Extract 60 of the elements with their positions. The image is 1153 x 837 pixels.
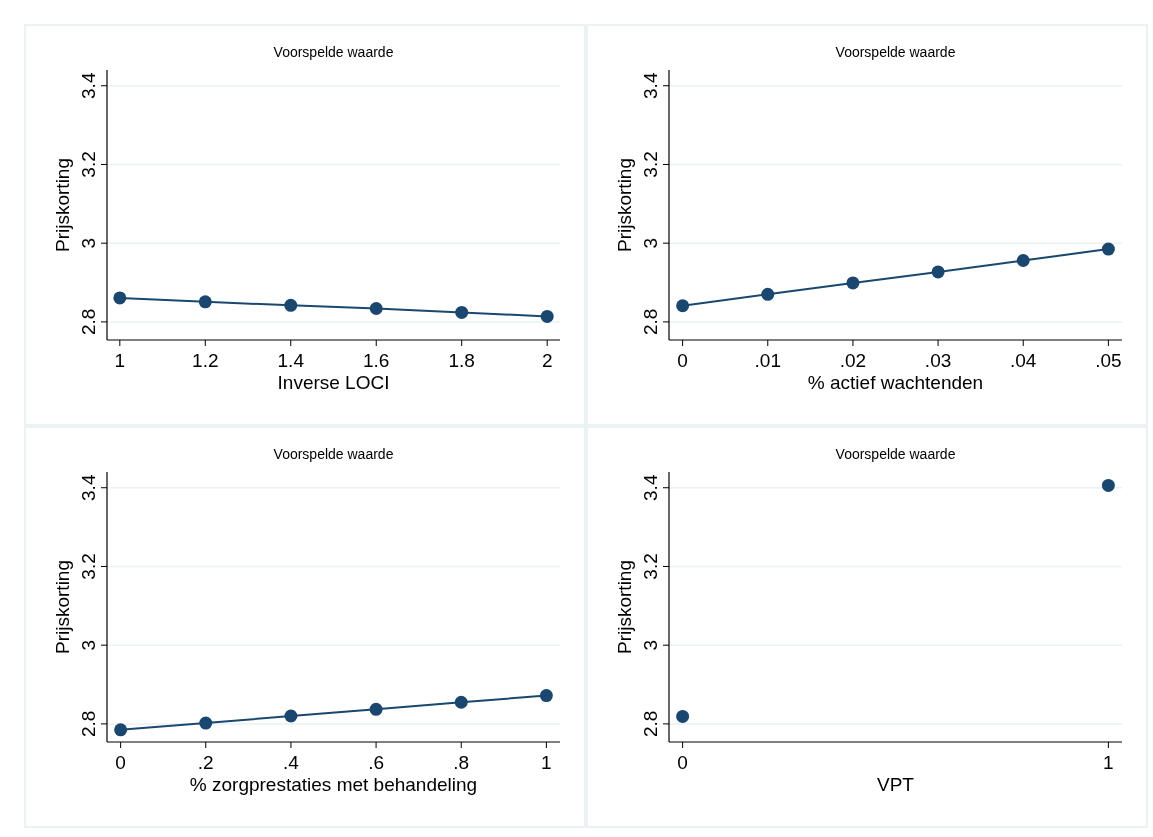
- y-tick-label: 3: [640, 237, 661, 249]
- y-tick-label: 2.8: [78, 710, 99, 738]
- x-tick-label: 0: [677, 350, 688, 371]
- x-tick-label: 1.2: [192, 350, 219, 371]
- x-axis-title: Inverse LOCI: [277, 372, 390, 393]
- x-tick-label: .02: [839, 350, 867, 371]
- x-tick-label: 1.8: [448, 350, 475, 371]
- x-tick-label: .8: [453, 752, 470, 773]
- point: [1016, 254, 1030, 267]
- y-tick-label: 2.8: [78, 308, 99, 336]
- x-tick-label: .01: [754, 350, 781, 371]
- point: [369, 702, 383, 716]
- x-tick-label: .03: [924, 350, 952, 371]
- y-axis-title: Prijskorting: [614, 158, 635, 252]
- point: [1101, 242, 1115, 256]
- chart-title: Voorspelde waarde: [835, 44, 956, 60]
- point: [539, 689, 553, 703]
- point: [284, 709, 298, 723]
- y-axis-title: Prijskorting: [52, 158, 73, 252]
- x-tick-label: 1.4: [277, 350, 305, 371]
- x-tick-label: 1: [114, 350, 126, 371]
- y-tick-label: 2.8: [640, 308, 661, 336]
- point: [846, 276, 860, 290]
- y-tick-label: 3.4: [640, 72, 661, 99]
- y-tick-label: 3.2: [78, 151, 99, 178]
- y-tick-label: 3.4: [78, 474, 99, 501]
- x-tick-label: .4: [283, 752, 300, 773]
- point: [114, 723, 128, 737]
- point: [454, 695, 468, 709]
- y-tick-label: 3.2: [78, 553, 99, 580]
- x-axis-title: % actief wachtenden: [807, 372, 984, 393]
- x-tick-label: 0: [115, 752, 126, 773]
- point: [761, 287, 775, 301]
- x-tick-label: .2: [197, 752, 214, 773]
- x-axis-title: % zorgprestaties met behandeling: [189, 774, 478, 795]
- chart-title: Voorspelde waarde: [835, 446, 956, 462]
- x-tick-label: 2: [541, 350, 553, 371]
- point: [199, 716, 213, 730]
- x-tick-label: 1.6: [363, 350, 390, 371]
- y-tick-label: 3.4: [78, 72, 99, 99]
- y-axis-title: Prijskorting: [614, 560, 635, 654]
- point: [676, 299, 690, 313]
- x-tick-label: 0: [677, 752, 688, 773]
- x-tick-label: .04: [1010, 350, 1037, 371]
- chart-title: Voorspelde waarde: [273, 446, 394, 462]
- chart-title: Voorspelde waarde: [273, 44, 394, 60]
- point: [931, 265, 945, 279]
- y-tick-label: 3.2: [640, 151, 661, 178]
- y-tick-label: 2.8: [640, 710, 661, 738]
- y-axis-title: Prijskorting: [52, 560, 73, 654]
- x-tick-label: 1: [1103, 752, 1114, 773]
- y-tick-label: 3.2: [640, 553, 661, 580]
- x-axis-title: VPT: [877, 774, 915, 795]
- y-tick-label: 3: [640, 639, 661, 651]
- y-tick-label: 3: [78, 237, 99, 249]
- x-tick-label: .05: [1095, 350, 1122, 371]
- x-tick-label: 1: [541, 752, 552, 773]
- y-tick-label: 3.4: [640, 474, 661, 501]
- y-tick-label: 3: [78, 639, 99, 651]
- x-tick-label: .6: [368, 752, 384, 773]
